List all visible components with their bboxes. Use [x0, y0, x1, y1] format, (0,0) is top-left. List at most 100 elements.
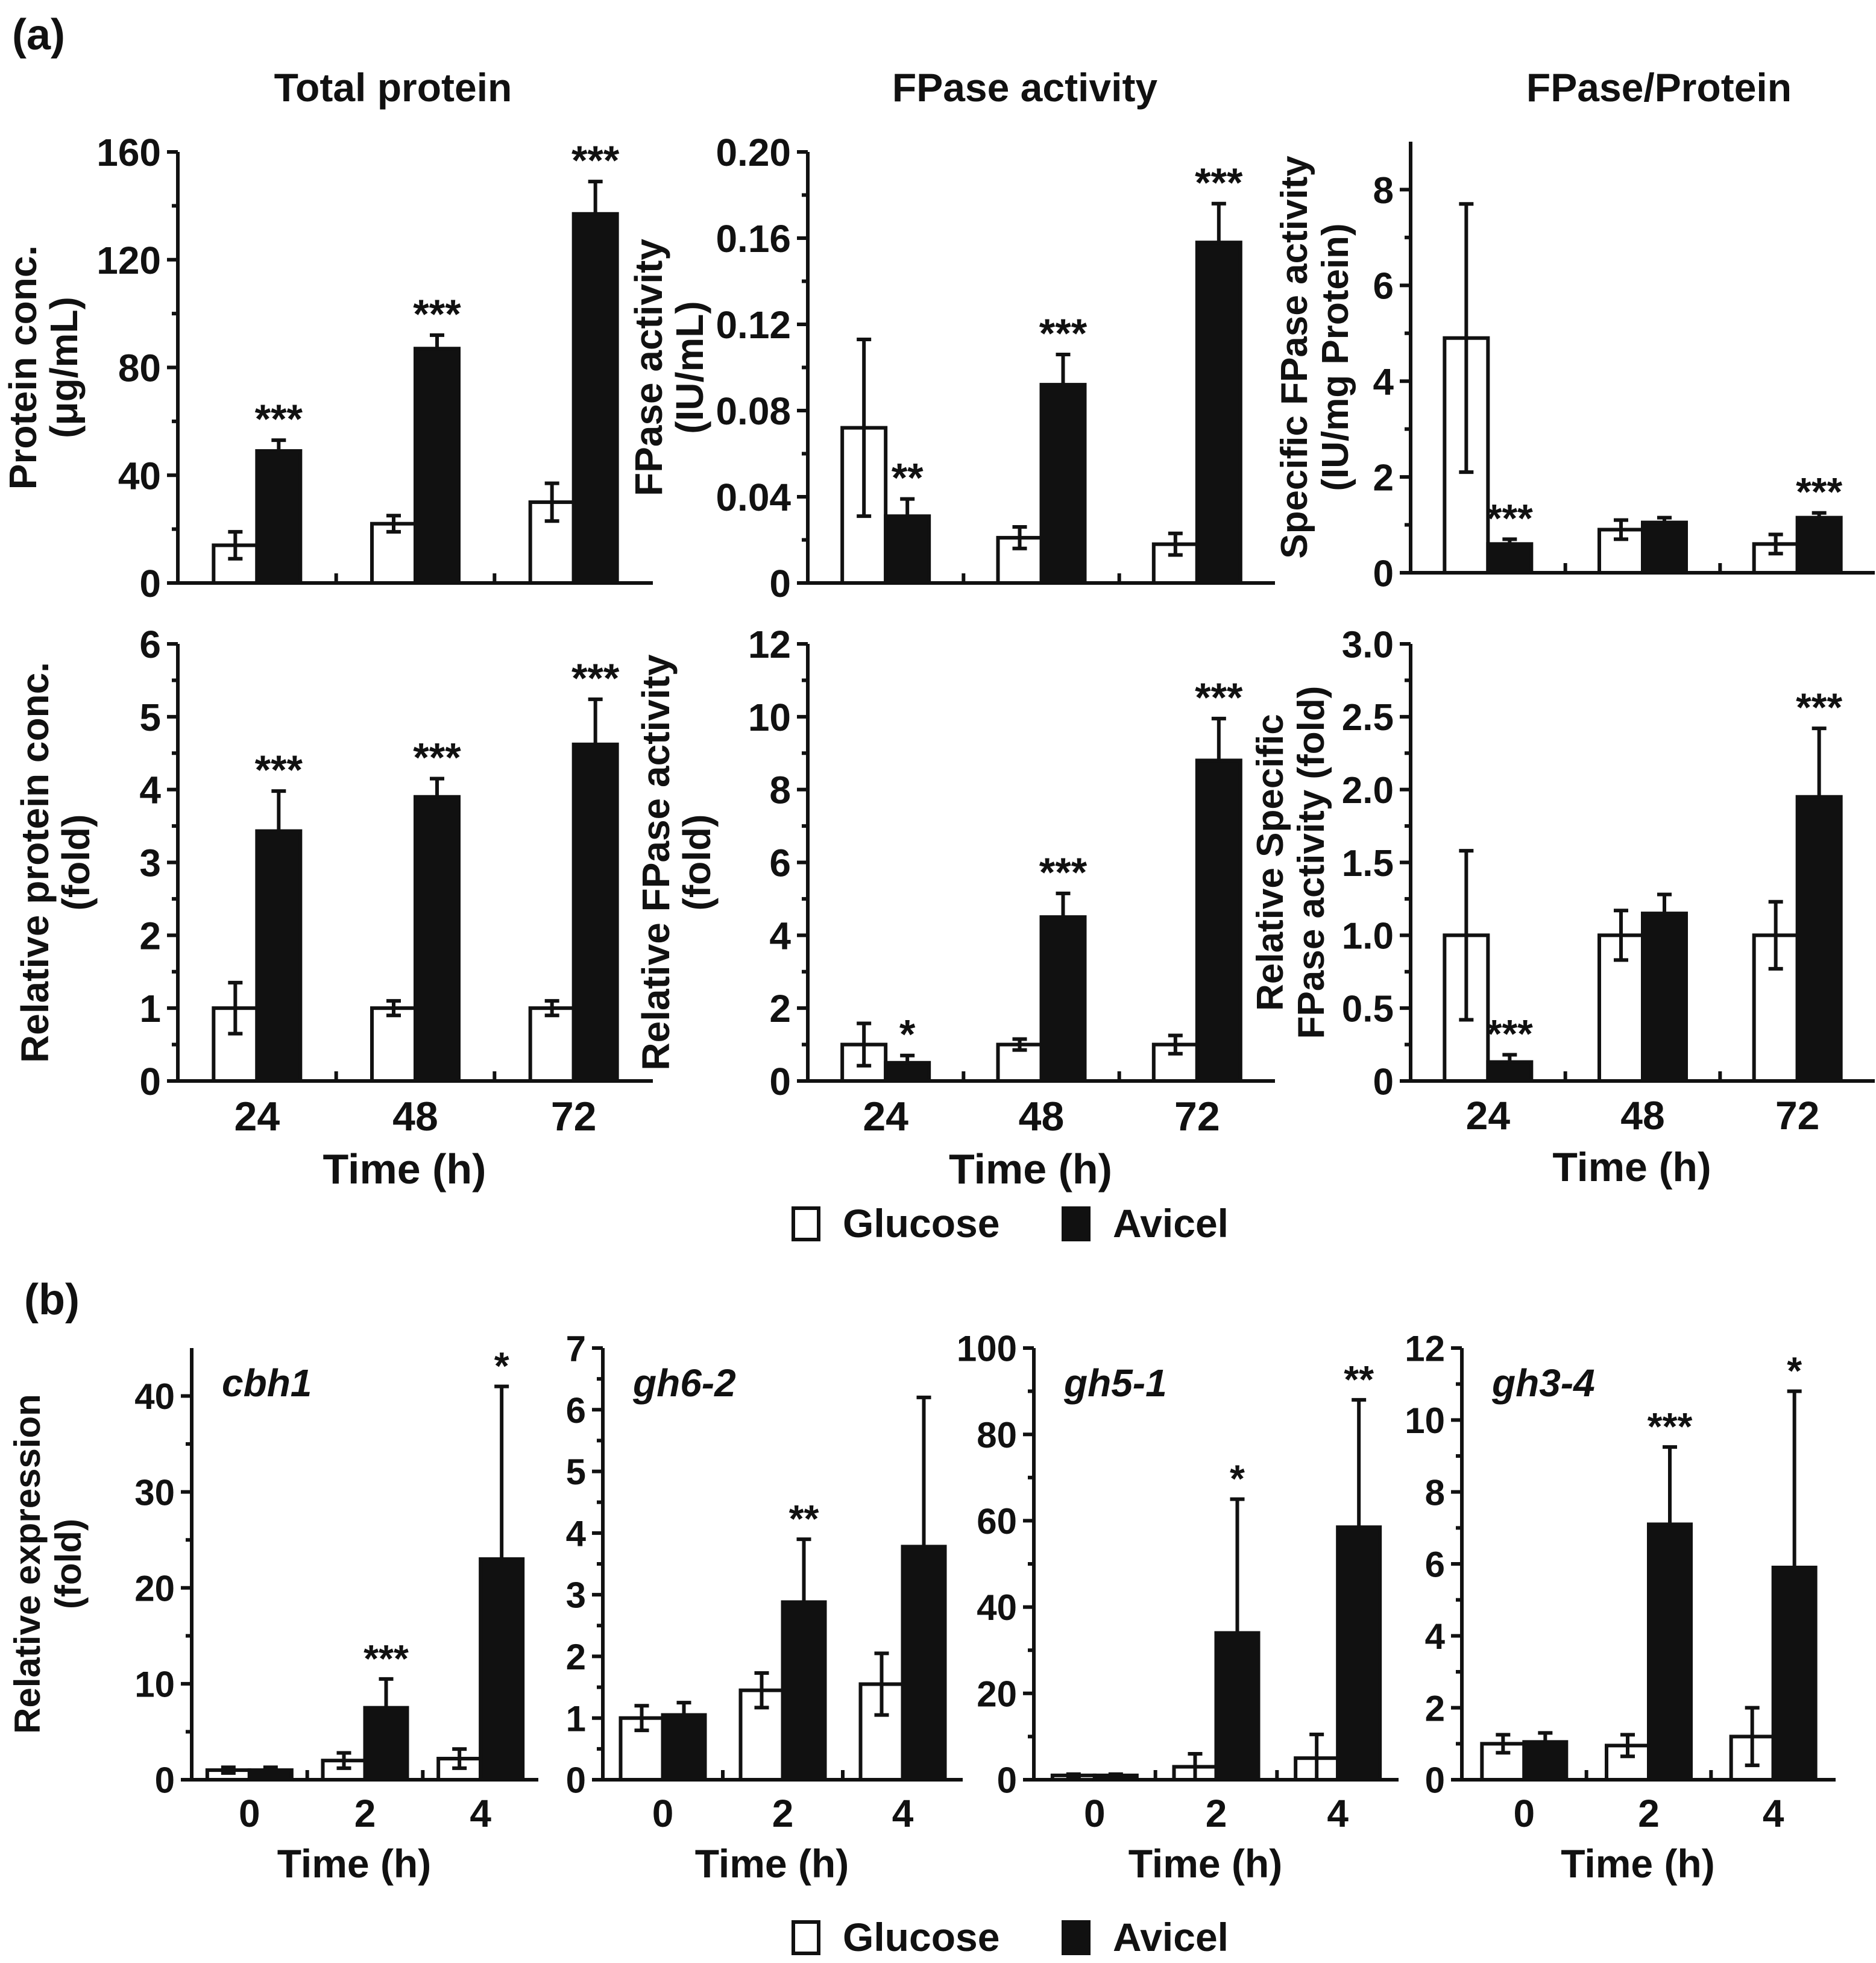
y-tick-label: 40: [977, 1587, 1017, 1628]
bar-avicel: [255, 449, 303, 585]
bar-avicel: [1795, 795, 1843, 1083]
y-tick-label: 5: [566, 1452, 586, 1492]
bar-avicel: [1795, 515, 1843, 575]
y-tick-label: 2: [1425, 1688, 1445, 1728]
x-tick-label: 0: [239, 1792, 260, 1835]
y-tick-label: 5: [139, 696, 161, 739]
significance-label: ***: [571, 655, 620, 701]
x-axis-label: Time (h): [695, 1841, 849, 1886]
panel-a-label: (a): [12, 11, 65, 59]
bar-avicel: [414, 347, 461, 585]
y-tick-label: 12: [748, 623, 791, 666]
y-tick-label: 10: [1405, 1401, 1445, 1441]
y-tick-label: 0: [139, 562, 161, 605]
y-tick-label: 8: [769, 769, 791, 812]
bar-avicel: [884, 514, 931, 585]
x-tick-label: 48: [1620, 1093, 1664, 1138]
y-tick-label: 0: [155, 1760, 175, 1801]
y-tick-label: 7: [566, 1329, 586, 1369]
y-tick-label: 10: [134, 1664, 175, 1704]
x-tick-label: 2: [1638, 1792, 1660, 1835]
y-tick-label: 4: [769, 914, 791, 957]
legend-a-avicel-swatch: [1062, 1206, 1091, 1241]
significance-label: ***: [255, 396, 303, 442]
chart-specific-fpase-activity: 0 2 4 6 8 *** *** Specific FPase activity (IU/mg…: [1274, 142, 1875, 594]
y-tick-label: 0: [769, 562, 791, 605]
significance-label: ***: [1796, 685, 1842, 729]
significance-label: ***: [413, 291, 461, 337]
y-tick-label: 2: [139, 914, 161, 957]
bar-avicel: [1195, 758, 1242, 1083]
legend-b-glucose-label: Glucose: [843, 1915, 999, 1959]
significance-label: ***: [1487, 496, 1533, 540]
y-tick-label: 1.0: [1342, 916, 1394, 957]
significance-label: **: [892, 455, 924, 501]
legend-b-avicel-label: Avicel: [1113, 1915, 1229, 1959]
x-axis-label: Time (h): [949, 1145, 1112, 1193]
chart-gh5-1-expression: 0 20 40 60 80 100 0 * 2 ** 4 Time (h) gh5-1: [957, 1329, 1399, 1886]
y-tick-label: 6: [1425, 1545, 1445, 1585]
chart-gh6-2-expression: 0 1 2 3 4 5 6 7 0 ** 2 4 Time (h) gh6-2: [566, 1329, 963, 1886]
bar-avicel: [1641, 912, 1688, 1083]
y-tick-label: 8: [1373, 170, 1394, 212]
x-tick-label: 72: [1174, 1094, 1220, 1139]
y-tick-label: 0.04: [716, 476, 791, 519]
y-tick-label: 160: [96, 131, 161, 174]
bar-glucose: [1597, 933, 1645, 1083]
y-axis-label: (IU/mL): [668, 301, 711, 433]
y-axis-label: (fold): [675, 815, 719, 911]
significance-label: ***: [1195, 160, 1243, 206]
x-tick-label: 72: [1775, 1093, 1819, 1138]
bar-avicel: [363, 1706, 409, 1782]
y-tick-label: 80: [118, 347, 161, 390]
y-tick-label: 3: [139, 842, 161, 885]
y-tick-label: 4: [1373, 362, 1394, 403]
bar-avicel: [781, 1600, 827, 1782]
y-tick-label: 10: [748, 696, 791, 739]
y-tick-label: 0: [1425, 1760, 1445, 1801]
y-tick-label: 6: [1373, 266, 1394, 307]
y-tick-label: 6: [139, 623, 161, 666]
legend-b: Glucose Avicel: [792, 1915, 1229, 1959]
x-tick-label: 0: [1084, 1792, 1106, 1835]
bar-avicel: [661, 1713, 707, 1782]
bar-avicel: [1336, 1525, 1382, 1782]
y-tick-label: 0.16: [716, 217, 791, 260]
col-title-fpase-protein: FPase/Protein: [1526, 65, 1792, 110]
y-tick-label: 30: [134, 1472, 175, 1513]
y-axis-label: Protein conc.: [1, 245, 45, 490]
y-tick-label: 3.0: [1342, 624, 1394, 666]
bar-avicel: [1647, 1522, 1693, 1782]
y-tick-label: 6: [566, 1390, 586, 1431]
bar-glucose: [370, 1006, 417, 1083]
y-tick-label: 20: [977, 1674, 1017, 1714]
significance-label: ***: [1039, 310, 1088, 356]
bar-avicel: [255, 829, 303, 1083]
x-tick-label: 4: [892, 1792, 914, 1835]
chart-total-protein: 0 40 80 120 160 *** *** *** Protein conc.(μg/mL): [1, 131, 653, 605]
legend-a-glucose-label: Glucose: [843, 1201, 999, 1246]
x-tick-label: 4: [1763, 1792, 1784, 1835]
x-tick-label: 72: [551, 1094, 597, 1139]
bar-avicel: [1641, 520, 1688, 575]
x-tick-label: 4: [470, 1792, 491, 1835]
y-tick-label: 4: [566, 1513, 587, 1554]
y-tick-label: 0.5: [1342, 988, 1394, 1030]
x-tick-label: 48: [1019, 1094, 1065, 1139]
legend-a-avicel-label: Avicel: [1113, 1201, 1229, 1246]
significance-label: **: [1344, 1358, 1374, 1401]
legend-b-glucose-swatch: [792, 1920, 820, 1955]
y-axis-label: FPase activity: [627, 239, 670, 496]
chart-relative-protein-conc: 0 1 2 3 4 5 6 *** 24 *** 48 *** 72 Time (h) Relative p…: [13, 623, 653, 1193]
legend-a-glucose-swatch: [792, 1206, 820, 1241]
y-tick-label: 1: [566, 1698, 586, 1739]
y-axis-label: Relative FPase activity: [634, 654, 678, 1071]
significance-label: ***: [1487, 1012, 1533, 1056]
y-axis-label: (fold): [48, 1519, 89, 1609]
y-tick-label: 100: [957, 1329, 1017, 1369]
bar-avicel: [1092, 1773, 1139, 1782]
bar-glucose: [528, 1006, 576, 1083]
x-tick-label: 24: [234, 1094, 280, 1139]
significance-label: *: [899, 1012, 916, 1057]
legend-a: Glucose Avicel: [792, 1201, 1229, 1246]
